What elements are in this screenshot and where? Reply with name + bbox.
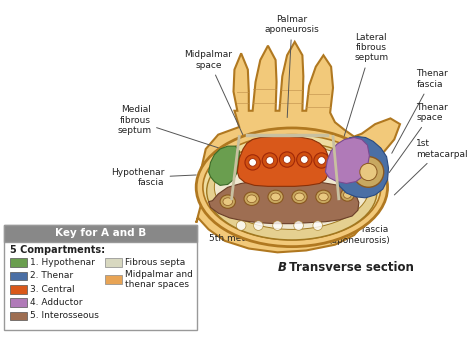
Circle shape	[301, 156, 308, 163]
Text: Hypothenar
fascia: Hypothenar fascia	[111, 168, 196, 187]
Ellipse shape	[295, 193, 304, 201]
Text: Midpalmar
space: Midpalmar space	[184, 50, 244, 137]
Circle shape	[266, 157, 273, 164]
Ellipse shape	[271, 193, 281, 201]
FancyBboxPatch shape	[4, 225, 197, 242]
Ellipse shape	[196, 128, 388, 247]
Ellipse shape	[344, 192, 351, 198]
Text: 1. Hypothenar: 1. Hypothenar	[30, 258, 94, 267]
Circle shape	[318, 157, 325, 164]
Polygon shape	[209, 181, 359, 224]
Text: 2. Thenar: 2. Thenar	[30, 271, 73, 280]
Bar	[105, 275, 122, 284]
Text: Dorsal fascia
(aponeurosis): Dorsal fascia (aponeurosis)	[326, 215, 390, 245]
Circle shape	[313, 221, 322, 230]
Polygon shape	[196, 42, 400, 252]
Ellipse shape	[223, 198, 233, 205]
Circle shape	[262, 153, 277, 168]
Polygon shape	[325, 138, 369, 184]
Text: 1st
metacarpal: 1st metacarpal	[394, 139, 468, 195]
Text: Transverse section: Transverse section	[285, 261, 414, 274]
Polygon shape	[209, 146, 239, 185]
Ellipse shape	[214, 145, 369, 229]
Circle shape	[353, 157, 384, 187]
Circle shape	[254, 221, 263, 230]
Text: 3. Central: 3. Central	[30, 285, 74, 294]
Ellipse shape	[341, 189, 354, 201]
Text: Fibrous septa: Fibrous septa	[125, 258, 186, 267]
Text: B: B	[277, 261, 286, 274]
Ellipse shape	[247, 195, 256, 203]
Circle shape	[273, 221, 283, 230]
Text: 5th metacarpal: 5th metacarpal	[209, 220, 279, 244]
Circle shape	[237, 221, 246, 230]
Ellipse shape	[319, 193, 328, 201]
Bar	[9, 285, 27, 294]
Ellipse shape	[316, 190, 331, 203]
Ellipse shape	[220, 195, 236, 208]
Text: Thenar
fascia: Thenar fascia	[392, 69, 448, 153]
Bar	[9, 298, 27, 307]
Ellipse shape	[244, 192, 259, 205]
Bar	[105, 258, 122, 267]
Circle shape	[297, 152, 312, 167]
Circle shape	[249, 158, 256, 166]
Bar	[9, 272, 27, 280]
FancyBboxPatch shape	[4, 225, 197, 330]
Text: Lateral
fibrous
septum: Lateral fibrous septum	[343, 33, 388, 139]
Polygon shape	[333, 137, 389, 198]
Ellipse shape	[268, 190, 283, 203]
Bar	[9, 312, 27, 320]
Bar	[9, 258, 27, 267]
Text: Medial
fibrous
septum: Medial fibrous septum	[117, 105, 219, 148]
Circle shape	[294, 221, 303, 230]
Ellipse shape	[292, 190, 307, 203]
Text: 5 Compartments:: 5 Compartments:	[9, 246, 105, 256]
Circle shape	[314, 153, 329, 168]
Text: Thenar
space: Thenar space	[389, 103, 448, 173]
Text: Key for A and B: Key for A and B	[55, 228, 146, 238]
Circle shape	[360, 163, 377, 181]
Text: 4. Adductor: 4. Adductor	[30, 298, 82, 307]
Circle shape	[245, 155, 260, 170]
Text: Midpalmar and
thenar spaces: Midpalmar and thenar spaces	[125, 270, 193, 289]
Text: Palmar
aponeurosis: Palmar aponeurosis	[264, 15, 319, 118]
Ellipse shape	[203, 135, 381, 240]
Text: 5. Interosseous: 5. Interosseous	[30, 311, 99, 320]
Circle shape	[283, 156, 291, 163]
Ellipse shape	[207, 142, 377, 240]
Polygon shape	[237, 137, 329, 186]
Circle shape	[280, 152, 295, 167]
